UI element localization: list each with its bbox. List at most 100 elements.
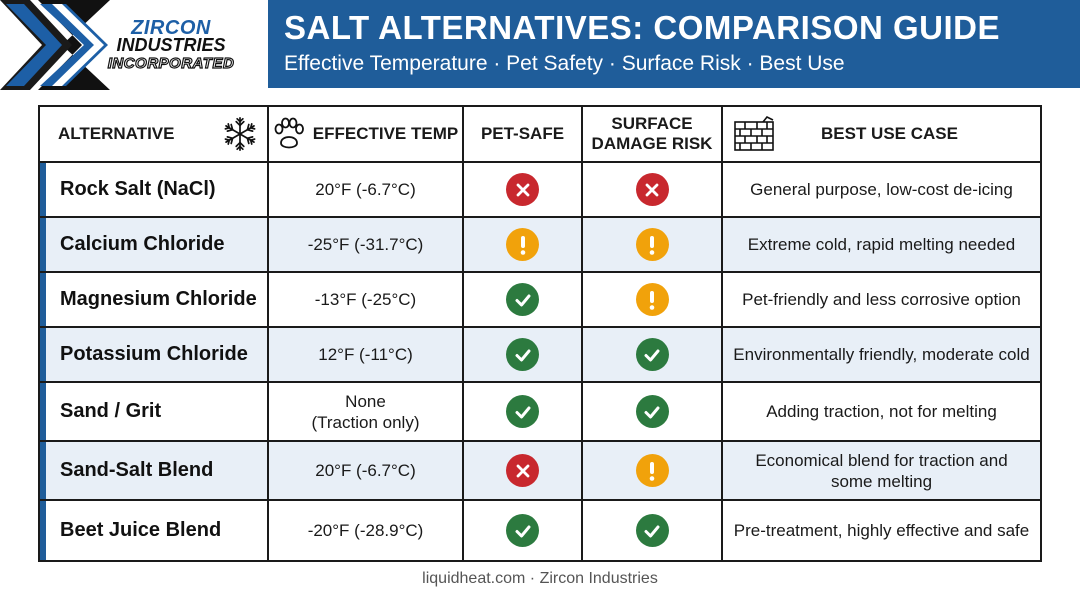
table-row: Sand-Salt Blend 20°F (-6.7°C) Economical b… xyxy=(40,442,1040,501)
alternative-name: Calcium Chloride xyxy=(60,233,225,255)
alternative-name: Magnesium Chloride xyxy=(60,288,257,310)
cell-effective-temp: 20°F (-6.7°C) xyxy=(269,442,464,499)
cell-effective-temp: -20°F (-28.9°C) xyxy=(269,501,464,560)
warning-icon xyxy=(520,235,525,255)
warning-icon xyxy=(649,235,655,255)
row-accent-bar xyxy=(40,273,46,326)
best-use-text: Pre-treatment, highly effective and safe xyxy=(733,521,1030,540)
surface-risk-status-icon xyxy=(635,514,669,547)
header-surface-risk-line2: DAMAGE RISK xyxy=(591,134,713,153)
cell-surface-risk xyxy=(583,163,723,216)
cell-surface-risk xyxy=(583,328,723,381)
row-accent-bar xyxy=(40,218,46,271)
cell-best-use: Pre-treatment, highly effective and safe xyxy=(723,501,1040,560)
cell-pet-safe xyxy=(464,501,583,560)
header-effective-temp: EFFECTIVE TEMP xyxy=(269,107,464,161)
row-accent-bar xyxy=(40,328,46,381)
temp-value: -13°F (-25°C) xyxy=(314,290,417,309)
table-row: Sand / Grit None (Traction only) Adding tra… xyxy=(40,383,1040,442)
cell-best-use: Adding traction, not for melting xyxy=(723,383,1040,440)
logo-line-1: ZIRCON xyxy=(131,17,211,39)
table-row: Calcium Chloride -25°F (-31.7°C) Extreme c… xyxy=(40,218,1040,273)
cell-surface-risk xyxy=(583,273,723,326)
brick-wall-icon xyxy=(734,116,774,151)
pet-safe-status-icon xyxy=(506,454,539,487)
table-row: Beet Juice Blend -20°F (-28.9°C) Pre-treat… xyxy=(40,501,1040,560)
header-best-use: BEST USE CASE xyxy=(723,107,1040,161)
pet-safe-status-icon xyxy=(506,283,539,316)
logo-chevron-icon xyxy=(0,0,110,90)
table-row: Rock Salt (NaCl) 20°F (-6.7°C) General pur… xyxy=(40,163,1040,218)
header-pet-safe: PET-SAFE xyxy=(464,107,583,161)
cell-pet-safe xyxy=(464,383,583,440)
cell-alternative: Potassium Chloride xyxy=(40,328,269,381)
row-accent-bar xyxy=(40,383,46,440)
cell-best-use: Extreme cold, rapid melting needed xyxy=(723,218,1040,271)
cell-surface-risk xyxy=(583,218,723,271)
check-icon xyxy=(644,349,660,361)
check-icon xyxy=(515,349,530,361)
cell-effective-temp: 12°F (-11°C) xyxy=(269,328,464,381)
temp-value: 20°F (-6.7°C) xyxy=(315,180,416,199)
header-alternative: ALTERNATIVE xyxy=(40,107,269,161)
temp-value: -25°F (-31.7°C) xyxy=(307,235,424,254)
table-header-row: ALTERNATIVE xyxy=(40,107,1040,163)
x-icon xyxy=(516,183,529,196)
surface-risk-status-icon xyxy=(635,228,669,261)
surface-risk-status-icon xyxy=(635,173,669,206)
cell-effective-temp: -25°F (-31.7°C) xyxy=(269,218,464,271)
cell-best-use: General purpose, low-cost de-icing xyxy=(723,163,1040,216)
alternative-name: Sand / Grit xyxy=(60,400,162,422)
cell-alternative: Beet Juice Blend xyxy=(40,501,269,560)
best-use-text-2: some melting xyxy=(830,471,933,491)
logo-line-3: INCORPORATED xyxy=(107,54,235,72)
temp-value: -20°F (-28.9°C) xyxy=(307,521,424,540)
pet-safe-status-icon xyxy=(506,228,539,261)
cell-alternative: Rock Salt (NaCl) xyxy=(40,163,269,216)
cell-alternative: Sand / Grit xyxy=(40,383,269,440)
cell-alternative: Calcium Chloride xyxy=(40,218,269,271)
surface-risk-status-icon xyxy=(635,395,669,428)
check-icon xyxy=(644,406,660,418)
snowflake-icon xyxy=(223,116,257,152)
company-logo: ZIRCON INDUSTRIES INCORPORATED xyxy=(0,0,268,90)
cell-surface-risk xyxy=(583,442,723,499)
header-effective-temp-label: EFFECTIVE TEMP xyxy=(312,124,459,143)
cell-alternative: Magnesium Chloride xyxy=(40,273,269,326)
row-accent-bar xyxy=(40,163,46,216)
pet-safe-status-icon xyxy=(506,395,539,428)
logo-wordmark: ZIRCON INDUSTRIES INCORPORATED xyxy=(96,17,246,73)
alternative-name: Potassium Chloride xyxy=(60,343,248,365)
page-title: SALT ALTERNATIVES: COMPARISON GUIDE xyxy=(284,9,1000,46)
temp-value: 20°F (-6.7°C) xyxy=(315,461,416,480)
cell-pet-safe xyxy=(464,163,583,216)
temp-value: 12°F (-11°C) xyxy=(318,345,413,364)
header: ZIRCON INDUSTRIES INCORPORATED SALT ALTE… xyxy=(0,0,1080,90)
check-icon xyxy=(515,406,530,418)
cell-pet-safe xyxy=(464,273,583,326)
logo-line-2: INDUSTRIES xyxy=(116,35,226,55)
cell-effective-temp: 20°F (-6.7°C) xyxy=(269,163,464,216)
cell-effective-temp: None (Traction only) xyxy=(269,383,464,440)
warning-icon xyxy=(649,290,655,310)
best-use-text: Economical blend for traction and xyxy=(755,450,1008,470)
cell-surface-risk xyxy=(583,383,723,440)
footer-credit: liquidheat.com · Zircon Industries xyxy=(422,570,658,587)
cell-pet-safe xyxy=(464,218,583,271)
temp-note: (Traction only) xyxy=(311,412,420,432)
pet-safe-status-icon xyxy=(506,173,539,206)
row-accent-bar xyxy=(40,442,46,499)
best-use-text: General purpose, low-cost de-icing xyxy=(750,180,1013,199)
row-accent-bar xyxy=(40,501,46,560)
warning-icon xyxy=(649,461,655,481)
cell-best-use: Economical blend for traction and some me… xyxy=(723,442,1040,499)
check-icon xyxy=(515,294,530,306)
header-surface-risk-line1: SURFACE xyxy=(611,114,693,133)
paw-icon xyxy=(274,117,304,149)
best-use-text: Adding traction, not for melting xyxy=(766,402,997,421)
cell-best-use: Environmentally friendly, moderate cold xyxy=(723,328,1040,381)
alternative-name: Beet Juice Blend xyxy=(60,519,222,541)
cell-alternative: Sand-Salt Blend xyxy=(40,442,269,499)
header-surface-risk: SURFACE DAMAGE RISK xyxy=(583,107,723,161)
surface-risk-status-icon xyxy=(635,454,669,487)
